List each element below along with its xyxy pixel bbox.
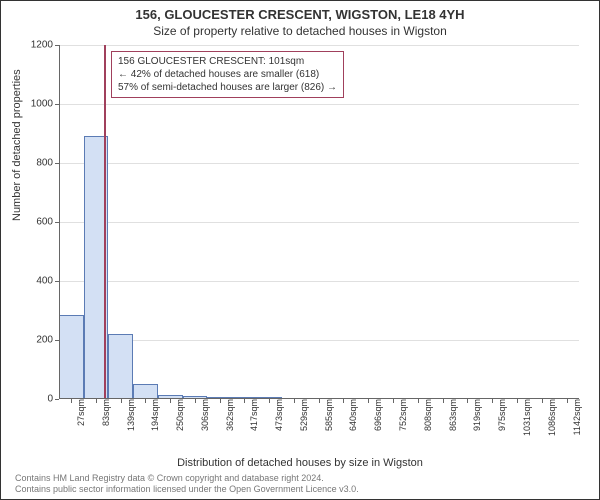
y-axis-line [59, 45, 60, 399]
footer-line-1: Contains HM Land Registry data © Crown c… [15, 473, 591, 484]
xtick-mark [492, 399, 493, 403]
xtick-label: 250sqm [173, 399, 185, 431]
xtick-mark [418, 399, 419, 403]
gridline [59, 45, 579, 46]
xtick-label: 27sqm [74, 399, 86, 426]
page-subtitle: Size of property relative to detached ho… [1, 24, 599, 38]
xtick-label: 808sqm [421, 399, 433, 431]
info-line-3: 57% of semi-detached houses are larger (… [118, 81, 337, 94]
xtick-label: 194sqm [148, 399, 160, 431]
x-axis-label: Distribution of detached houses by size … [1, 457, 599, 469]
xtick-label: 139sqm [124, 399, 136, 431]
xtick-mark [294, 399, 295, 403]
gridline [59, 104, 579, 105]
xtick-mark [170, 399, 171, 403]
gridline [59, 163, 579, 164]
xtick-label: 863sqm [446, 399, 458, 431]
xtick-label: 640sqm [346, 399, 358, 431]
xtick-label: 696sqm [371, 399, 383, 431]
histogram-bar [108, 334, 133, 399]
footer: Contains HM Land Registry data © Crown c… [15, 473, 591, 496]
info-box: 156 GLOUCESTER CRESCENT: 101sqm ← 42% of… [111, 51, 344, 98]
xtick-mark [220, 399, 221, 403]
xtick-mark [368, 399, 369, 403]
xtick-mark [195, 399, 196, 403]
xtick-mark [343, 399, 344, 403]
histogram-bar [133, 384, 158, 399]
xtick-mark [145, 399, 146, 403]
xtick-mark [96, 399, 97, 403]
xtick-label: 529sqm [297, 399, 309, 431]
xtick-label: 473sqm [272, 399, 284, 431]
xtick-label: 83sqm [99, 399, 111, 426]
xtick-mark [517, 399, 518, 403]
page-title: 156, GLOUCESTER CRESCENT, WIGSTON, LE18 … [1, 7, 599, 22]
xtick-label: 1086sqm [545, 399, 557, 436]
xtick-mark [542, 399, 543, 403]
xtick-label: 417sqm [247, 399, 259, 431]
xtick-mark [269, 399, 270, 403]
gridline [59, 340, 579, 341]
reference-line [104, 45, 106, 399]
xtick-label: 919sqm [470, 399, 482, 431]
xtick-mark [121, 399, 122, 403]
xtick-label: 362sqm [223, 399, 235, 431]
xtick-label: 752sqm [396, 399, 408, 431]
xtick-mark [244, 399, 245, 403]
info-line-1: 156 GLOUCESTER CRESCENT: 101sqm [118, 55, 337, 68]
xtick-label: 975sqm [495, 399, 507, 431]
xtick-mark [393, 399, 394, 403]
footer-line-2: Contains public sector information licen… [15, 484, 591, 495]
xtick-label: 306sqm [198, 399, 210, 431]
xtick-label: 585sqm [322, 399, 334, 431]
x-axis-line [59, 398, 579, 399]
xtick-mark [319, 399, 320, 403]
ytick-mark [55, 399, 59, 400]
histogram-bar [59, 315, 84, 399]
xtick-label: 1142sqm [570, 399, 582, 435]
plot-region: 02004006008001000120027sqm83sqm139sqm194… [59, 45, 579, 399]
xtick-mark [443, 399, 444, 403]
xtick-label: 1031sqm [520, 399, 532, 436]
xtick-mark [467, 399, 468, 403]
y-axis-label: Number of detached properties [11, 69, 23, 221]
gridline [59, 222, 579, 223]
info-line-2: ← 42% of detached houses are smaller (61… [118, 68, 337, 81]
xtick-mark [567, 399, 568, 403]
xtick-mark [71, 399, 72, 403]
gridline [59, 281, 579, 282]
chart-container: 156, GLOUCESTER CRESCENT, WIGSTON, LE18 … [0, 0, 600, 500]
